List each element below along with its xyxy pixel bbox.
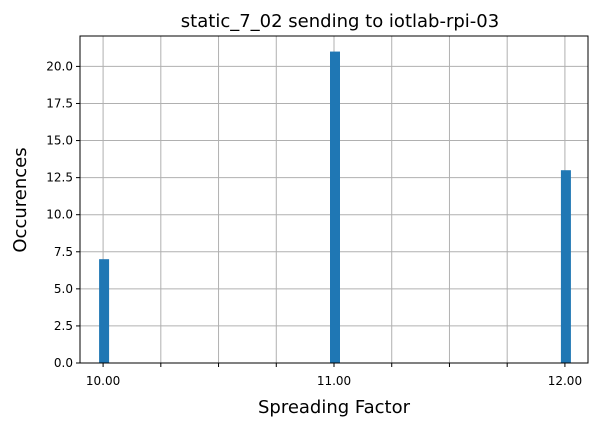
x-tick-label: 11.00 [317,374,351,388]
x-tick-label: 12.00 [548,374,582,388]
bar [330,51,340,363]
chart-title: static_7_02 sending to iotlab-rpi-03 [181,11,499,32]
y-tick-label: 2.5 [54,319,73,333]
y-tick-label: 0.0 [54,356,73,370]
x-axis-label: Spreading Factor [258,397,411,418]
bar [560,170,571,363]
y-tick-label: 12.5 [46,171,73,185]
y-tick-label: 7.5 [54,245,73,259]
bars [99,51,571,363]
y-tick-label: 20.0 [46,59,73,73]
y-axis-ticks: 0.0 2.5 5.0 7.5 10.0 12.5 15.0 17.5 20.0 [46,59,80,370]
y-tick-label: 10.0 [46,208,73,222]
x-axis-ticks: 10.00 11.00 12.00 [86,363,582,388]
y-axis-label: Occurences [10,147,31,252]
y-tick-label: 15.0 [46,134,73,148]
y-tick-label: 17.5 [46,96,73,110]
y-tick-label: 5.0 [54,282,73,296]
x-tick-label: 10.00 [86,374,120,388]
bar [99,259,110,363]
